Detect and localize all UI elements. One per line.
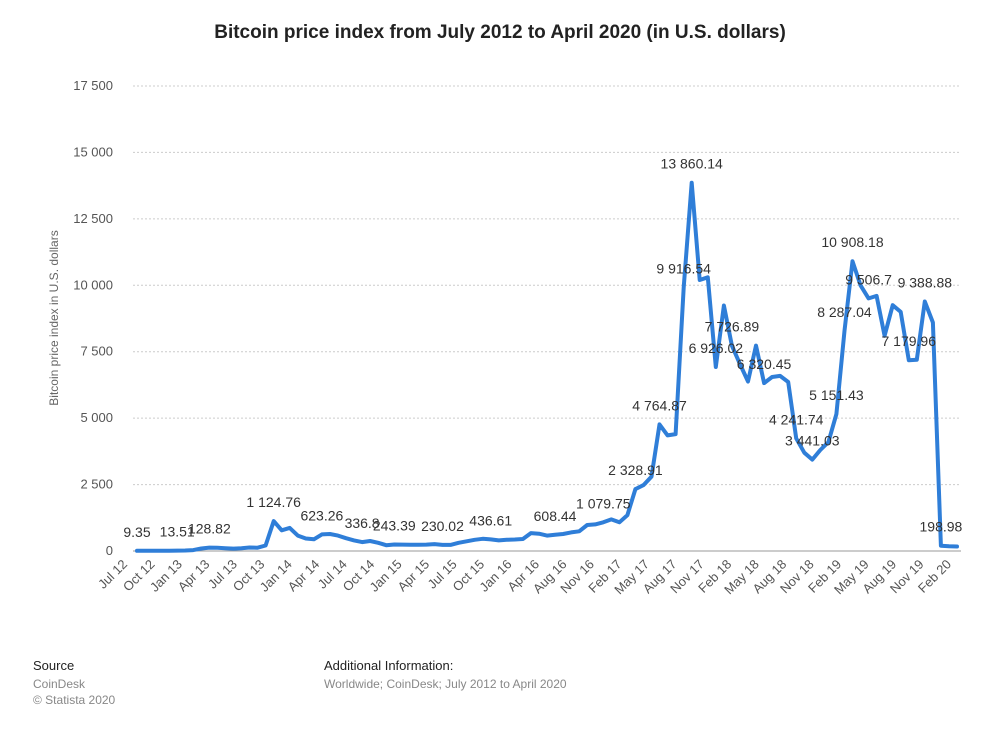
copyright-line: © Statista 2020 xyxy=(33,693,116,707)
y-tick-label: 15 000 xyxy=(73,144,113,159)
data-label: 1 079.75 xyxy=(576,495,631,511)
data-label: 7 179.96 xyxy=(882,333,937,349)
data-label: 2 328.91 xyxy=(608,462,663,478)
data-label: 13.51 xyxy=(160,524,195,540)
additional-info-block: Additional Information: Worldwide; CoinD… xyxy=(324,658,567,692)
source-block: Source CoinDesk © Statista 2020 xyxy=(33,658,115,708)
data-label: 128.82 xyxy=(188,521,231,537)
data-label: 8 287.04 xyxy=(817,304,872,320)
series-layer xyxy=(135,180,959,553)
chart-title: Bitcoin price index from July 2012 to Ap… xyxy=(214,22,786,43)
data-label: 243.39 xyxy=(373,518,416,534)
data-label: 198.98 xyxy=(920,519,963,535)
y-tick-label: 0 xyxy=(106,543,113,558)
y-tick-label: 17 500 xyxy=(73,78,113,93)
y-tick-label: 12 500 xyxy=(73,211,113,226)
data-label: 3 441.03 xyxy=(785,433,840,449)
data-label: 436.61 xyxy=(469,512,512,528)
data-label: 4 764.87 xyxy=(632,397,687,413)
additional-info-line: Worldwide; CoinDesk; July 2012 to April … xyxy=(324,677,567,691)
x-tick-label: Apr 13 xyxy=(175,557,213,595)
source-line-1[interactable]: CoinDesk xyxy=(33,677,86,691)
data-label: 10 908.18 xyxy=(821,234,883,250)
data-label: 9 506.7 xyxy=(845,271,892,287)
x-tick-label: Apr 14 xyxy=(285,557,323,595)
y-axis-ticks: 0 2 500 5 000 7 500 10 000 12 500 15 000 17 500 xyxy=(73,78,113,558)
source-heading: Source xyxy=(33,658,75,673)
y-tick-label: 7 500 xyxy=(80,344,113,359)
additional-info-heading: Additional Information: xyxy=(324,658,454,673)
y-tick-label: 5 000 xyxy=(80,410,113,425)
data-label: 230.02 xyxy=(421,518,464,534)
data-label: 6 926.02 xyxy=(689,340,744,356)
price-series-line xyxy=(135,180,959,553)
y-tick-label: 10 000 xyxy=(73,277,113,292)
data-label: 336.8 xyxy=(345,515,380,531)
y-axis-label: Bitcoin price index in U.S. dollars xyxy=(47,230,61,405)
data-label: 9 916.54 xyxy=(656,261,711,277)
data-label: 5 151.43 xyxy=(809,387,864,403)
data-label: 7 726.89 xyxy=(705,319,760,335)
x-tick-label: Apr 15 xyxy=(395,557,433,595)
data-label: 1 124.76 xyxy=(246,494,301,510)
y-tick-label: 2 500 xyxy=(80,477,113,492)
data-label: 9.35 xyxy=(123,524,150,540)
grid-layer xyxy=(133,85,961,486)
data-label: 623.26 xyxy=(300,507,343,523)
data-label: 608.44 xyxy=(534,508,577,524)
data-label: 13 860.14 xyxy=(661,156,723,172)
data-label: 6 320.45 xyxy=(737,356,792,372)
data-label: 4 241.74 xyxy=(769,411,824,427)
data-label: 9 388.88 xyxy=(898,275,953,291)
